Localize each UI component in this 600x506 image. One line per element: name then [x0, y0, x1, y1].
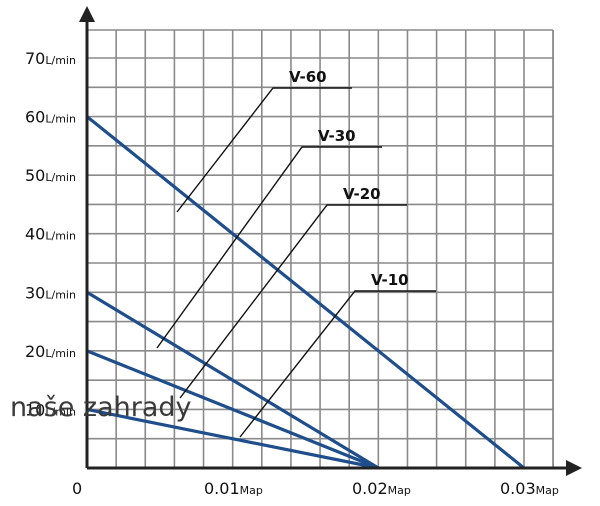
x-tick-label: 0: [72, 479, 82, 498]
y-tick-labels: 10L/min 20L/min 30L/min 40L/min 50L/min 60L/m…: [25, 49, 76, 419]
y-tick-label: 20L/min: [25, 342, 76, 361]
series-lines: [85, 115, 526, 470]
watermark-text: naše zahrady: [10, 392, 192, 423]
y-tick-label: 40L/min: [25, 225, 76, 244]
y-tick-label: 10L/min: [25, 400, 76, 419]
series-line-v-10: [86, 407, 379, 470]
leader-line-v-30: [156, 146, 382, 349]
y-tick-label: 50L/min: [25, 166, 76, 185]
series-line-v-20: [86, 349, 379, 470]
x-tick-labels: 0 0.01Map 0.02Map 0.03Map: [72, 479, 559, 498]
y-axis-arrow: [79, 6, 95, 22]
series-label-v-60: V-60: [289, 68, 327, 86]
x-tick-label: 0.01Map: [204, 479, 263, 498]
leader-line-v-60: [176, 87, 352, 213]
y-tick-label: 70L/min: [25, 49, 76, 68]
series-label-v-20: V-20: [343, 185, 381, 203]
leader-line-v-10: [239, 290, 436, 438]
series-label-v-10: V-10: [371, 271, 409, 289]
x-tick-label: 0.03Map: [500, 479, 559, 498]
series-label-v-30: V-30: [318, 127, 356, 145]
x-axis-arrow: [566, 460, 582, 476]
x-tick-label: 0.02Map: [352, 479, 411, 498]
series-leaders: V-60 V-30 V-20 V-10: [156, 68, 436, 438]
series-line-v-30: [86, 290, 380, 470]
y-tick-label: 30L/min: [25, 283, 76, 302]
series-line-v-60: [85, 115, 526, 470]
leader-line-v-20: [179, 204, 407, 399]
y-tick-label: 60L/min: [25, 108, 76, 127]
axes: [79, 6, 582, 476]
